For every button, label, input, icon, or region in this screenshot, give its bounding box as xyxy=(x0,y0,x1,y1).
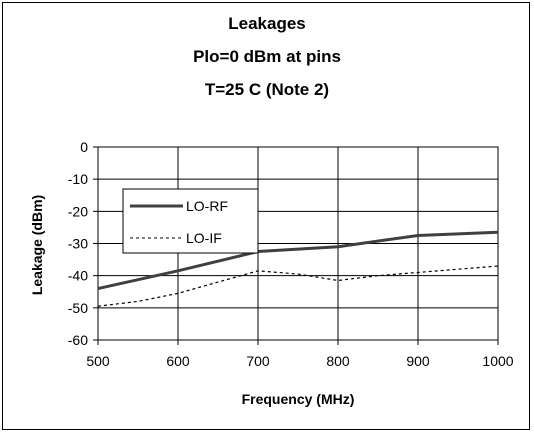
y-axis-ticks: 0 -10 -20 -30 -40 -50 -60 xyxy=(68,139,98,348)
y-tick-label: -30 xyxy=(68,236,88,252)
x-axis-ticks: 500 600 700 800 900 1000 xyxy=(86,340,513,369)
x-tick-label: 700 xyxy=(246,353,270,369)
chart-title-line-2: Plo=0 dBm at pins xyxy=(193,47,341,66)
x-tick-label: 1000 xyxy=(482,353,513,369)
y-tick-label: -60 xyxy=(68,332,88,348)
x-tick-label: 500 xyxy=(86,353,110,369)
y-tick-label: -50 xyxy=(68,300,88,316)
chart-title: Leakages Plo=0 dBm at pins T=25 C (Note … xyxy=(193,14,341,99)
y-axis-label: Leakage (dBm) xyxy=(29,195,45,295)
legend-label-lo-if: LO-IF xyxy=(186,230,222,246)
legend: LO-RF LO-IF xyxy=(123,189,258,253)
y-tick-label: -10 xyxy=(68,171,88,187)
y-tick-label: 0 xyxy=(80,139,88,155)
y-tick-label: -20 xyxy=(68,203,88,219)
x-tick-label: 800 xyxy=(326,353,350,369)
y-tick-label: -40 xyxy=(68,268,88,284)
x-tick-label: 600 xyxy=(166,353,190,369)
legend-label-lo-rf: LO-RF xyxy=(186,198,228,214)
x-axis-label: Frequency (MHz) xyxy=(242,391,355,407)
x-tick-label: 900 xyxy=(406,353,430,369)
chart-title-line-1: Leakages xyxy=(228,14,306,33)
chart-title-line-3: T=25 C (Note 2) xyxy=(205,80,329,99)
